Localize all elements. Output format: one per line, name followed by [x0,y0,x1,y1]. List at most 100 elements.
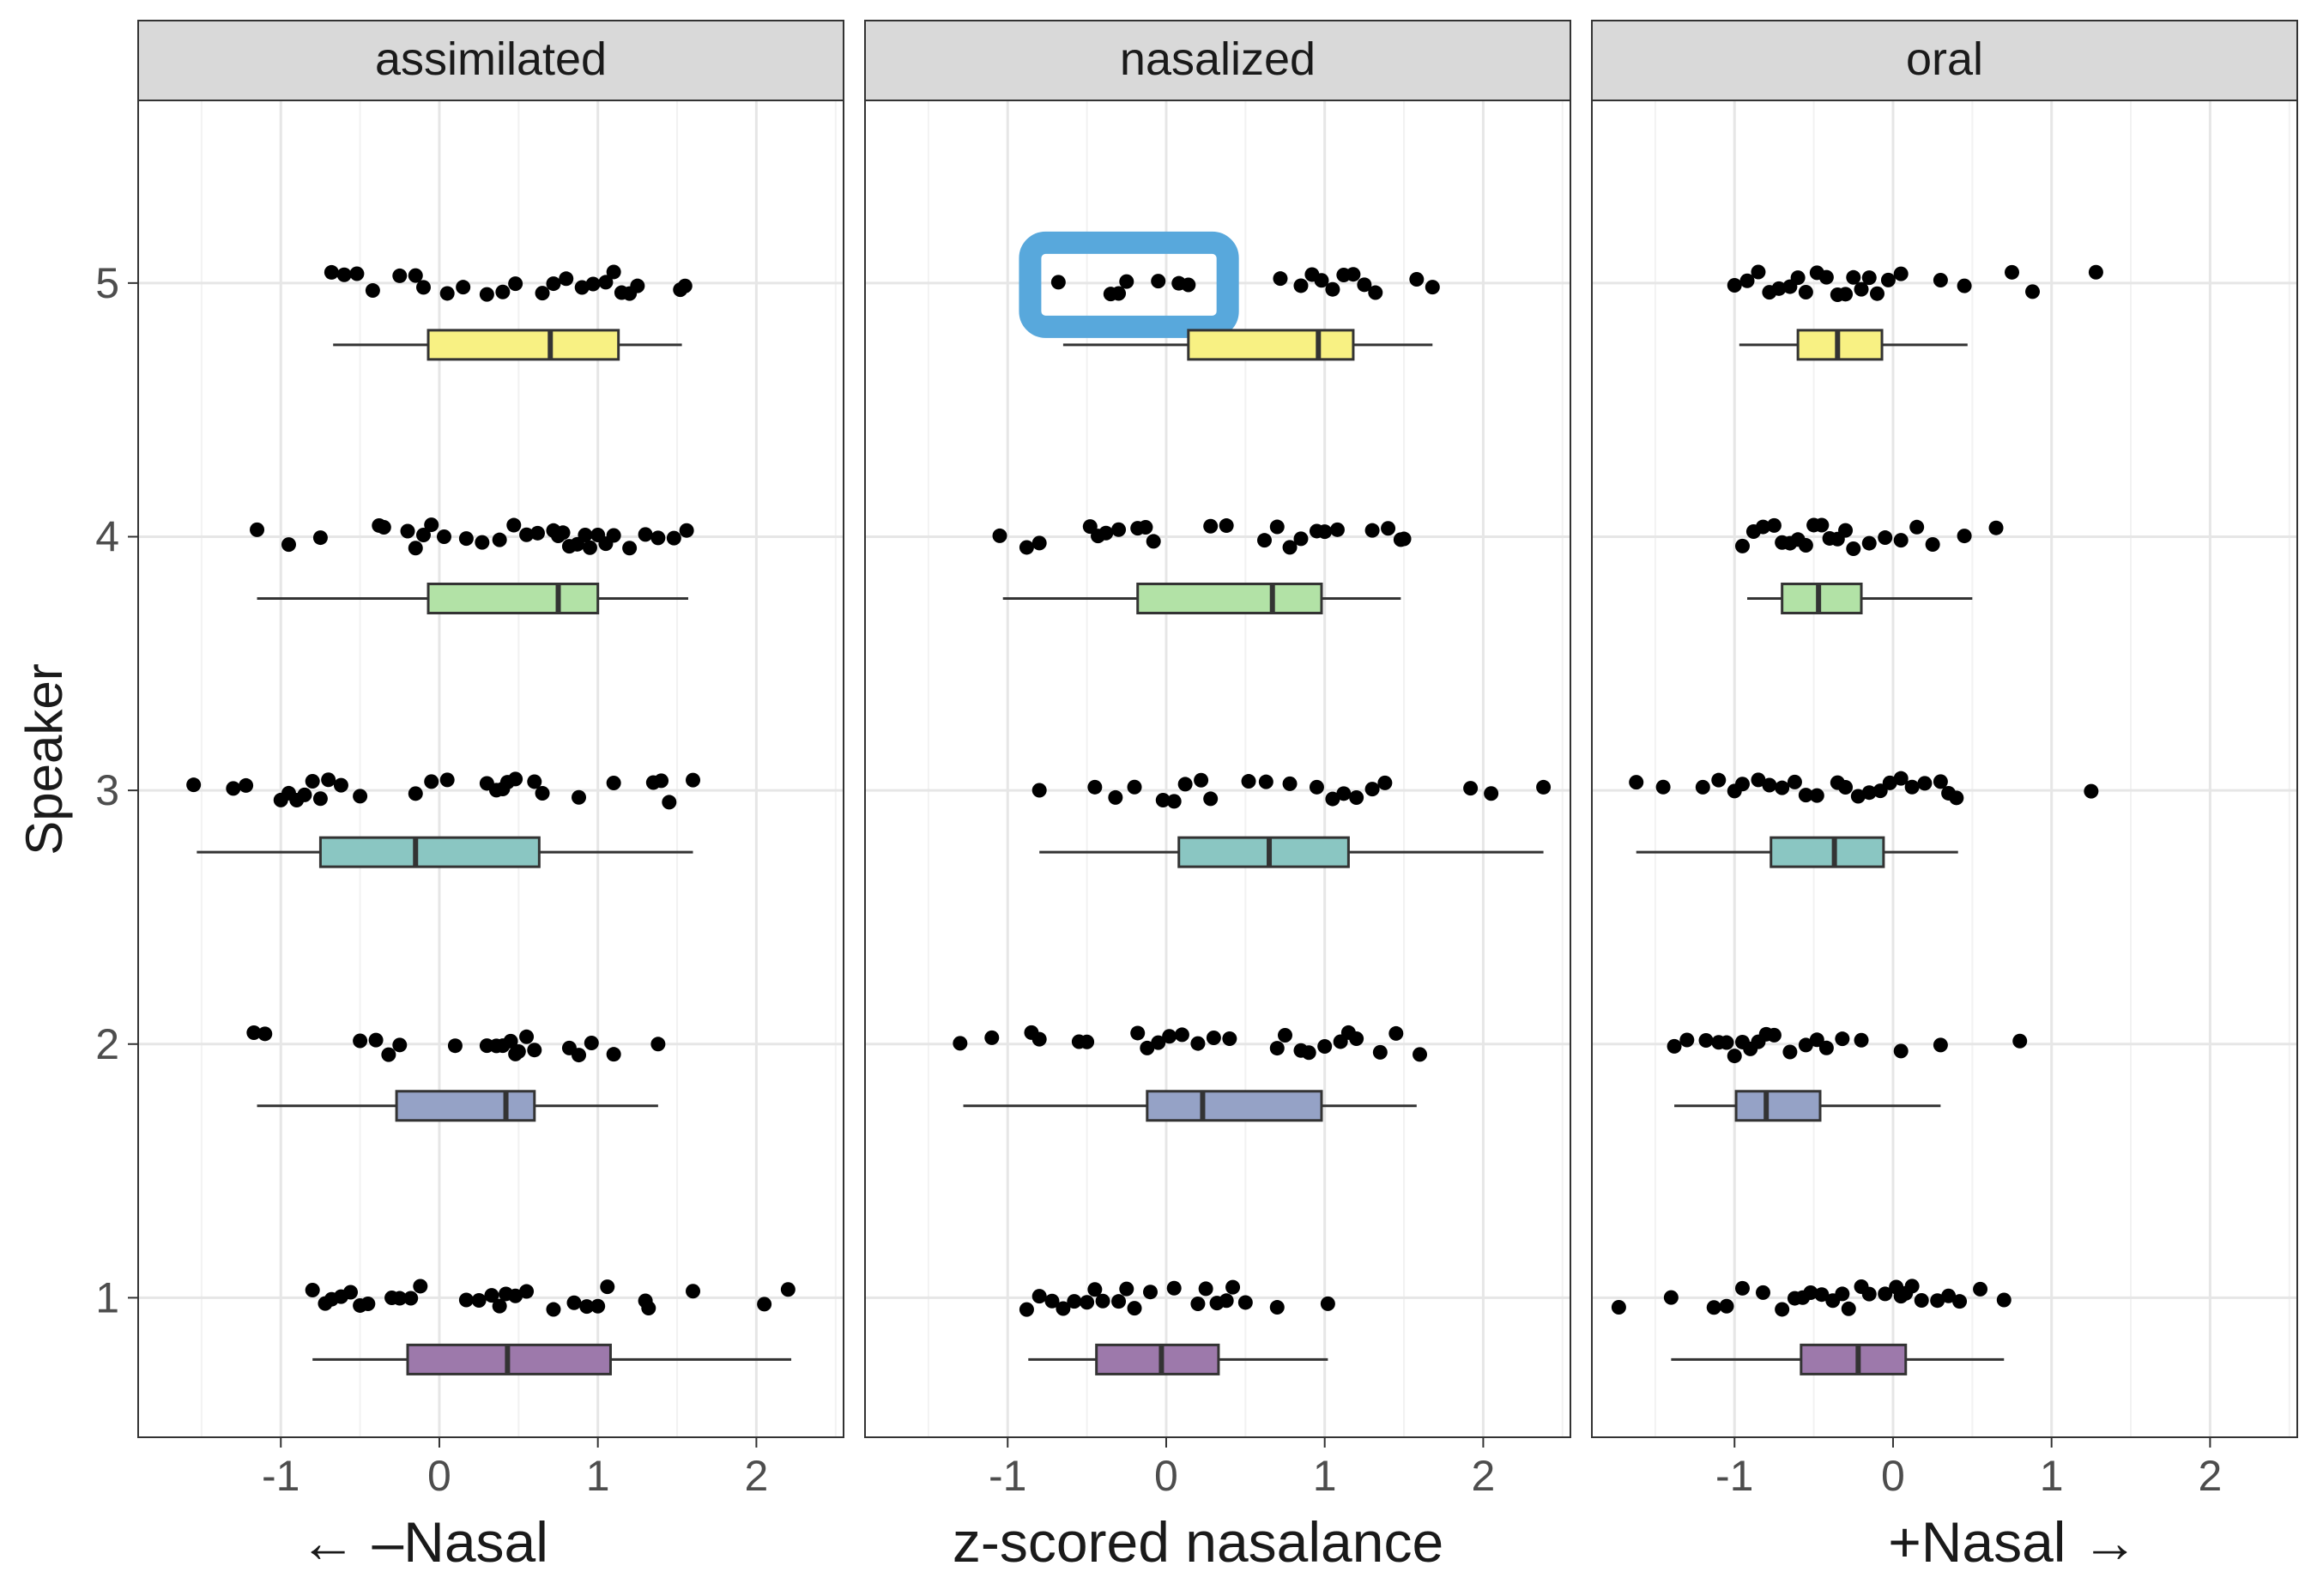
box [1187,329,1355,361]
data-point [1751,772,1766,788]
data-point [1835,1031,1850,1047]
panels-layer: assimilated -1 0 1 2 nasalized -1 0 1 2 oral -1 0 1 2 [137,20,2298,1500]
data-point [1679,1032,1695,1048]
facet-panel-nasalized: nasalized -1 0 1 2 [864,20,1571,1500]
data-point [1734,777,1750,792]
data-point [1095,1293,1110,1309]
data-point [1695,779,1710,795]
data-point [1878,1286,1893,1302]
data-point [535,286,550,301]
data-point [360,1296,376,1311]
data-point [1219,1293,1234,1309]
x-tick-label: 1 [586,1452,610,1500]
speaker-5-group [324,264,693,361]
data-point [1166,1280,1182,1296]
data-point [1357,277,1372,293]
data-point [1203,791,1219,807]
data-point [1775,780,1790,795]
data-point [953,1036,968,1051]
facet-strip-label: nasalized [1120,33,1316,85]
data-point [1256,533,1272,548]
data-point [1108,789,1123,805]
data-point [456,280,471,295]
data-point [1854,1032,1869,1048]
data-point [1798,284,1813,299]
facet-panel-oral: oral -1 0 1 2 [1591,20,2298,1500]
data-point [641,1301,656,1316]
data-point [1019,540,1034,555]
x-tick-label: 0 [427,1452,451,1500]
data-point [1872,783,1888,799]
data-point [572,789,587,805]
data-point [1336,786,1352,801]
data-point [1809,788,1824,803]
data-point [1155,792,1171,807]
data-point [1293,531,1309,547]
data-point [529,525,545,541]
data-point [1151,1035,1166,1050]
data-point [1933,774,1948,789]
data-point [1775,1302,1790,1317]
panel-border [137,100,844,1438]
box [1770,836,1885,868]
data-point [1846,541,1861,556]
data-point [305,1283,320,1298]
data-point [1111,286,1127,301]
data-point [1973,1281,1988,1297]
data-point [1409,271,1425,287]
data-point [1798,1037,1813,1053]
data-point [1751,264,1766,280]
data-point [1893,533,1909,548]
speaker-5-group [1727,264,2103,361]
data-point [479,287,494,302]
data-point [1782,1044,1798,1060]
data-point [622,541,638,556]
data-point [1206,1031,1221,1046]
data-point [1719,1035,1734,1050]
data-point [257,1026,273,1042]
data-point [606,528,621,543]
x-tick-label: -1 [989,1452,1026,1500]
data-point [415,527,431,542]
data-point [757,1297,772,1312]
data-point [508,771,523,787]
box [426,329,620,361]
data-point [1140,1040,1155,1055]
data-point [1273,271,1288,287]
data-point [1861,1286,1877,1302]
speaker-4-group [992,518,1412,614]
data-point [638,527,653,542]
data-point [349,266,365,281]
data-point [1087,1282,1103,1297]
y-tick-label: 1 [95,1273,119,1321]
data-point [1269,1300,1285,1315]
data-point [1818,269,1834,285]
data-point [1019,1302,1034,1317]
speaker-4-group [1734,517,2004,614]
x-tick-label: -1 [262,1452,299,1500]
data-point [408,786,423,801]
data-point [392,1291,408,1306]
data-point [1790,270,1806,286]
data-point [439,286,455,301]
data-point [1655,779,1671,795]
data-point [1711,772,1727,788]
data-point [1269,1041,1285,1056]
y-tick-label: 3 [95,766,119,814]
data-point [2012,1033,2028,1049]
data-point [1914,1293,1929,1309]
data-point [508,1288,523,1303]
data-point [1463,781,1479,796]
data-point [1841,1301,1856,1316]
box [1800,1343,1908,1375]
data-point [1087,779,1103,795]
speaker-1-group [1611,1279,2011,1375]
data-point [392,1037,408,1053]
data-point [281,537,296,553]
data-point [1663,1290,1679,1305]
speaker-5-group [1050,267,1440,361]
facet-strip-label: oral [1906,33,1983,85]
data-point [519,1284,535,1299]
speaker-2-group [953,1025,1428,1122]
